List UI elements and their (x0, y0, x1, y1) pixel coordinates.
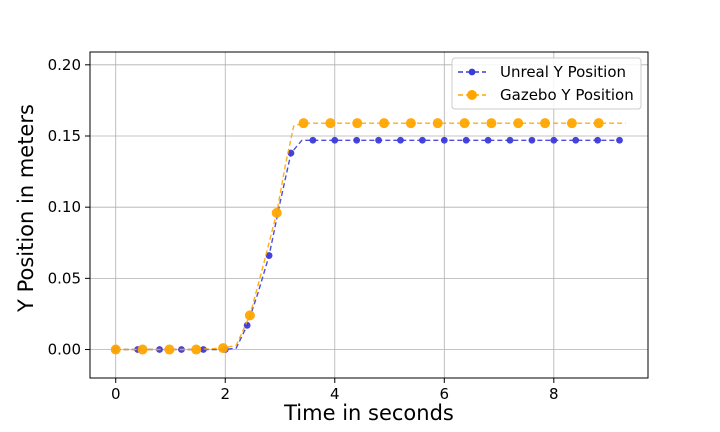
gazebo-y-position-point (110, 344, 121, 355)
unreal-y-position-point (331, 136, 339, 144)
unreal-y-position-point (572, 136, 580, 144)
unreal-y-position-point (594, 136, 602, 144)
legend-label: Gazebo Y Position (500, 86, 634, 104)
gazebo-y-position-point (540, 118, 551, 129)
unreal-y-position-point (397, 136, 404, 144)
y-tick-label: 0.00 (48, 341, 81, 359)
gazebo-y-position-point (459, 118, 470, 129)
unreal-y-position-point (616, 136, 623, 144)
x-tick-label: 0 (111, 385, 121, 403)
gazebo-y-position-point (432, 118, 443, 129)
gazebo-y-position-point (244, 310, 255, 321)
y-tick-label: 0.10 (48, 198, 81, 216)
unreal-y-position-point (528, 136, 536, 144)
gazebo-y-position-point (513, 118, 524, 129)
legend-label: Unreal Y Position (500, 63, 626, 81)
unreal-y-position-point (550, 136, 558, 144)
gazebo-y-position-point (164, 344, 175, 355)
x-tick-label: 6 (440, 385, 450, 403)
plot-frame (89, 51, 649, 379)
gazebo-y-position-point (379, 118, 390, 129)
gazebo-y-position-point (325, 118, 336, 129)
ticks: 0 2 4 6 8 0.00 0.05 0.10 0.15 0.20 (48, 56, 559, 403)
gazebo-y-position-point (271, 207, 282, 218)
x-tick-label: 2 (220, 385, 230, 403)
unreal-y-position-point (375, 136, 382, 144)
y-tick-label: 0.15 (48, 127, 81, 145)
y-tick-label: 0.05 (48, 269, 81, 287)
legend-box (451, 57, 642, 110)
unreal-y-position-point (199, 346, 207, 353)
unreal-y-position-point (353, 136, 361, 144)
y-axis-title: Y Position in meters (14, 104, 38, 313)
x-tick-label: 8 (549, 385, 559, 403)
gazebo-y-position-point (405, 118, 416, 129)
gazebo-y-position-point (593, 118, 604, 129)
unreal-y-position-point (418, 136, 426, 144)
gazebo-y-position-point (566, 118, 577, 129)
y-tick-label: 0.20 (48, 56, 81, 74)
unreal-y-position-point (462, 136, 470, 144)
gazebo-y-position-series (110, 118, 626, 355)
legend: Unreal Y Position Gazebo Y Position (451, 57, 642, 110)
x-tick-label: 4 (330, 385, 340, 403)
gazebo-y-position-point (191, 344, 202, 355)
unreal-y-position-point (506, 136, 514, 144)
gazebo-y-position-point (352, 118, 363, 129)
gazebo-y-position-point (218, 343, 229, 354)
gazebo-y-position-point (298, 118, 309, 129)
unreal-y-position-point (309, 136, 317, 144)
unreal-y-position-line (115, 139, 620, 351)
legend-marker (467, 90, 477, 100)
gazebo-y-position-point (137, 344, 148, 355)
unreal-y-position-point (484, 136, 492, 144)
series-layer (110, 118, 626, 355)
gazebo-y-position-point (486, 118, 497, 129)
legend-entry-gazebo-y-position: Gazebo Y Position (458, 86, 634, 104)
x-axis-title: Time in seconds (283, 401, 454, 425)
legend-marker (468, 68, 476, 76)
legend-entry-unreal-y-position: Unreal Y Position (458, 63, 626, 81)
unreal-y-position-point (287, 149, 295, 157)
unreal-y-position-point (440, 136, 448, 144)
unreal-y-position-point (265, 252, 273, 259)
